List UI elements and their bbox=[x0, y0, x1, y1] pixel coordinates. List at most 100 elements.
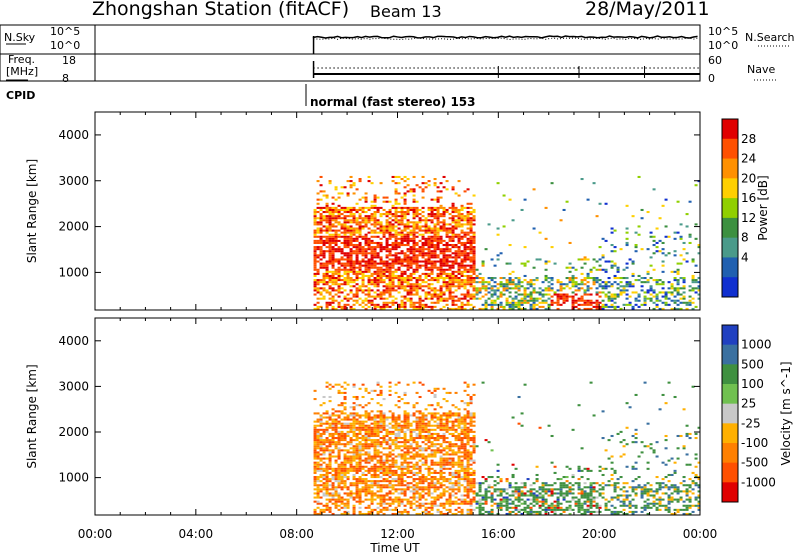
heatmap-cell bbox=[343, 459, 347, 462]
heatmap-cell bbox=[481, 381, 485, 384]
heatmap-cell bbox=[319, 184, 323, 187]
heatmap-cell bbox=[412, 412, 416, 415]
heatmap-cell bbox=[376, 270, 380, 273]
heatmap-cell bbox=[460, 455, 464, 458]
heatmap-cell bbox=[487, 291, 491, 294]
heatmap-cell bbox=[412, 175, 416, 178]
heatmap-cell bbox=[598, 305, 602, 308]
heatmap-cell bbox=[409, 504, 413, 507]
heatmap-cell bbox=[379, 459, 383, 462]
heatmap-cell bbox=[691, 289, 695, 292]
heatmap-cell bbox=[436, 254, 440, 257]
heatmap-cell bbox=[337, 484, 341, 487]
heatmap-cell bbox=[379, 412, 383, 415]
heatmap-cell bbox=[481, 262, 485, 265]
heatmap-cell bbox=[424, 252, 428, 255]
heatmap-cell bbox=[538, 291, 542, 294]
heatmap-cell bbox=[379, 451, 383, 454]
heatmap-cell bbox=[424, 459, 428, 462]
heatmap-cell bbox=[490, 496, 494, 499]
heatmap-cell bbox=[364, 484, 368, 487]
heatmap-cell bbox=[316, 241, 320, 244]
heatmap-cell bbox=[385, 262, 389, 265]
heatmap-cell bbox=[328, 418, 332, 421]
heatmap-cell bbox=[520, 299, 524, 302]
heatmap-cell bbox=[493, 289, 497, 292]
heatmap-cell bbox=[364, 237, 368, 240]
heatmap-cell bbox=[334, 461, 338, 464]
heatmap-cell bbox=[346, 221, 350, 224]
heatmap-cell bbox=[358, 496, 362, 499]
heatmap-cell bbox=[391, 277, 395, 280]
heatmap-cell bbox=[523, 299, 527, 302]
heatmap-cell bbox=[388, 264, 392, 267]
heatmap-cell bbox=[403, 289, 407, 292]
heatmap-cell bbox=[412, 258, 416, 261]
heatmap-cell bbox=[355, 418, 359, 421]
heatmap-cell bbox=[397, 465, 401, 468]
heatmap-cell bbox=[466, 217, 470, 220]
heatmap-cell bbox=[457, 476, 461, 479]
heatmap-cell bbox=[418, 279, 422, 282]
heatmap-cell bbox=[376, 459, 380, 462]
heatmap-cell bbox=[436, 244, 440, 247]
heatmap-cell bbox=[439, 295, 443, 298]
heatmap-cell bbox=[430, 416, 434, 419]
heatmap-cell bbox=[319, 449, 323, 452]
heatmap-cell bbox=[430, 213, 434, 216]
heatmap-cell bbox=[328, 492, 332, 495]
heatmap-cell bbox=[454, 424, 458, 427]
heatmap-cell bbox=[346, 383, 350, 386]
heatmap-cell bbox=[415, 258, 419, 261]
heatmap-cell bbox=[319, 239, 323, 242]
heatmap-cell bbox=[316, 239, 320, 242]
heatmap-cell bbox=[331, 426, 335, 429]
heatmap-cell bbox=[352, 252, 356, 255]
heatmap-cell bbox=[382, 484, 386, 487]
heatmap-cell bbox=[403, 272, 407, 275]
heatmap-cell bbox=[451, 281, 455, 284]
heatmap-cell bbox=[430, 467, 434, 470]
heatmap-cell bbox=[373, 204, 377, 207]
heatmap-cell bbox=[337, 455, 341, 458]
heatmap-cell bbox=[337, 233, 341, 236]
heatmap-cell bbox=[445, 227, 449, 230]
heatmap-cell bbox=[592, 301, 596, 304]
heatmap-cell bbox=[436, 200, 440, 203]
heatmap-cell bbox=[355, 248, 359, 251]
heatmap-cell bbox=[397, 482, 401, 485]
heatmap-cell bbox=[457, 221, 461, 224]
heatmap-cell bbox=[379, 445, 383, 448]
heatmap-cell bbox=[373, 443, 377, 446]
heatmap-cell bbox=[496, 182, 500, 185]
heatmap-cell bbox=[496, 506, 500, 509]
heatmap-cell bbox=[463, 449, 467, 452]
heatmap-cell bbox=[469, 293, 473, 296]
heatmap-cell bbox=[439, 426, 443, 429]
heatmap-cell bbox=[436, 301, 440, 304]
heatmap-cell bbox=[418, 297, 422, 300]
heatmap-cell bbox=[382, 506, 386, 509]
heatmap-cell bbox=[370, 443, 374, 446]
heatmap-cell bbox=[532, 303, 536, 306]
heatmap-cell bbox=[505, 281, 509, 284]
heatmap-cell bbox=[469, 471, 473, 474]
heatmap-cell bbox=[601, 281, 605, 284]
heatmap-cell bbox=[436, 424, 440, 427]
heatmap-cell bbox=[451, 295, 455, 298]
heatmap-cell bbox=[625, 285, 629, 288]
heatmap-cell bbox=[679, 301, 683, 304]
heatmap-cell bbox=[394, 469, 398, 472]
heatmap-cell bbox=[346, 279, 350, 282]
heatmap-cell bbox=[382, 272, 386, 275]
heatmap-cell bbox=[670, 299, 674, 302]
heatmap-cell bbox=[676, 303, 680, 306]
heatmap-cell bbox=[343, 219, 347, 222]
heatmap-cell bbox=[514, 467, 518, 470]
heatmap-cell bbox=[466, 457, 470, 460]
heatmap-cell bbox=[430, 239, 434, 242]
heatmap-cell bbox=[346, 225, 350, 228]
heatmap-cell bbox=[430, 264, 434, 267]
heatmap-cell bbox=[439, 297, 443, 300]
heatmap-cell bbox=[361, 383, 365, 386]
